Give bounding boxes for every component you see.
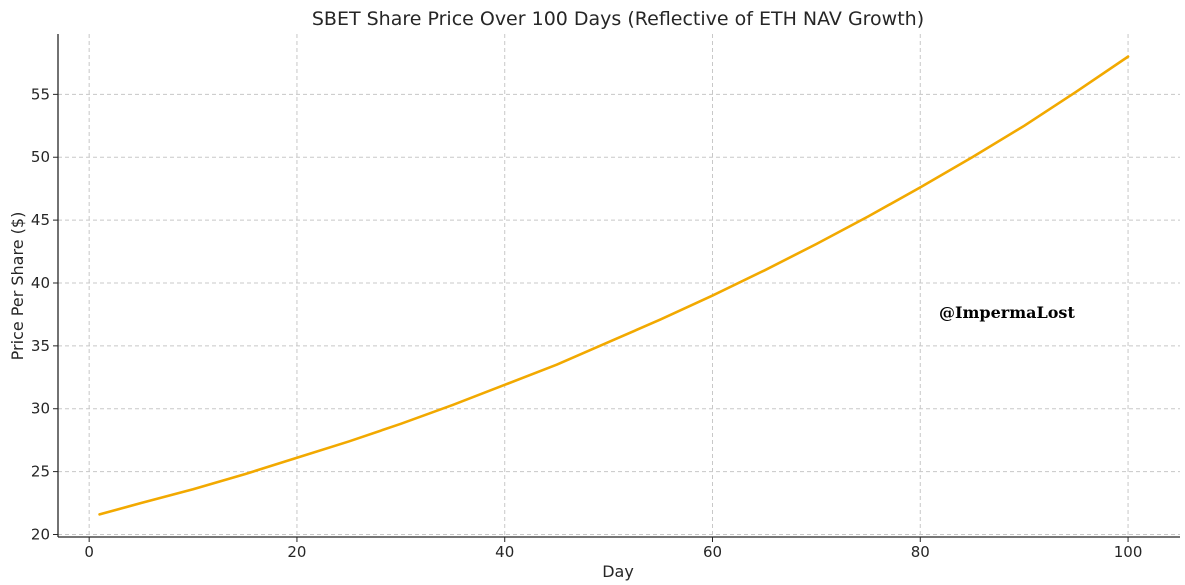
tick-labels: 0 20 40 60 80 100 20 25 30 35 40 45 50 55: [31, 85, 1142, 561]
x-tick-label: 80: [911, 543, 930, 561]
x-tick-label: 60: [703, 543, 722, 561]
price-series-line: [98, 55, 1130, 516]
x-tick-label: 0: [84, 543, 94, 561]
y-tick-label: 30: [31, 400, 50, 418]
y-tick-label: 20: [31, 525, 50, 543]
series-layer: [98, 55, 1130, 516]
y-tick-label: 35: [31, 337, 50, 355]
y-tick-label: 55: [31, 85, 50, 103]
grid-lines: [58, 34, 1180, 537]
x-axis-label: Day: [602, 562, 634, 581]
chart-title: SBET Share Price Over 100 Days (Reflecti…: [312, 8, 924, 30]
axes: [57, 34, 1180, 538]
y-tick-label: 40: [31, 274, 50, 292]
y-tick-label: 45: [31, 211, 50, 229]
y-tick-label: 50: [31, 148, 50, 166]
y-axis-label: Price Per Share ($): [8, 212, 27, 361]
watermark-text: @ImpermaLost: [939, 303, 1075, 322]
x-tick-label: 20: [287, 543, 306, 561]
y-tick-label: 25: [31, 463, 50, 481]
x-tick-label: 100: [1114, 543, 1143, 561]
x-tick-label: 40: [495, 543, 514, 561]
